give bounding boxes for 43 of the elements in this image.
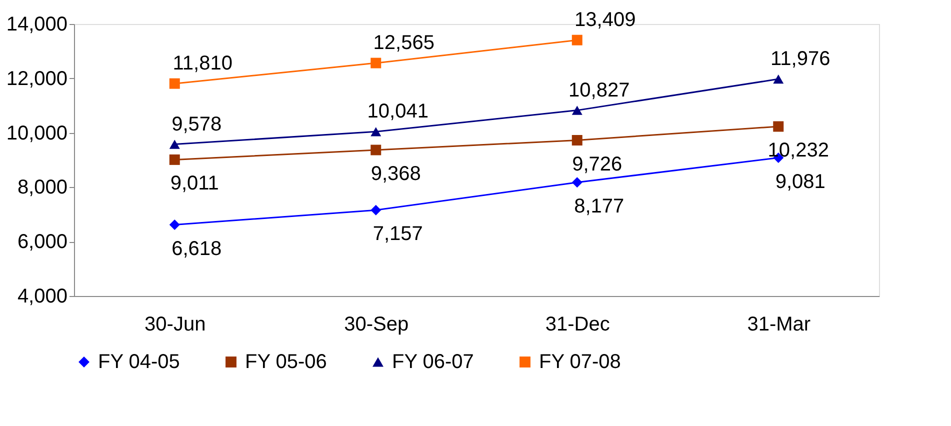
data-label: 9,726	[572, 153, 622, 176]
point	[572, 135, 582, 146]
data-label: 11,810	[172, 52, 232, 75]
data-label: 12,565	[373, 32, 434, 54]
legend-label: FY 06-07	[392, 351, 474, 373]
data-label: 10,232	[768, 139, 829, 162]
x-tick-label: 30-Jun	[144, 314, 206, 336]
data-label: 11,976	[770, 48, 830, 70]
point	[169, 220, 180, 230]
y-tick-label: 4,000	[17, 286, 68, 308]
y-tick-label: 12,000	[6, 68, 68, 90]
y-tick-label: 8,000	[17, 176, 68, 199]
point	[169, 140, 180, 149]
y-tick-label: 10,000	[6, 122, 68, 144]
data-label: 9,011	[170, 172, 219, 195]
data-label: 9,368	[370, 162, 421, 185]
x-tick-label: 31-Dec	[545, 314, 610, 336]
point	[370, 204, 382, 216]
point	[370, 58, 382, 68]
y-tick-label: 6,000	[17, 231, 68, 254]
point	[370, 127, 382, 136]
point	[572, 177, 582, 188]
data-label: 8,177	[574, 195, 624, 218]
data-label: 10,041	[367, 100, 428, 123]
legend-label: FY 04-05	[98, 351, 180, 373]
legend-label: FY 05-06	[245, 351, 327, 373]
point	[370, 144, 382, 156]
legend-label: FY 07-08	[539, 351, 621, 373]
data-label: 10,827	[568, 79, 630, 102]
data-label: 6,618	[172, 238, 222, 260]
data-label: 13,409	[574, 9, 636, 32]
point	[169, 154, 180, 165]
point	[169, 78, 180, 89]
data-label: 9,081	[775, 170, 826, 193]
y-tick-label: 14,000	[6, 14, 68, 36]
point	[773, 74, 784, 84]
data-label: 9,578	[172, 113, 222, 136]
point	[572, 106, 582, 115]
point	[773, 121, 784, 132]
data-label: 7,157	[372, 223, 423, 246]
x-tick-label: 30-Sep	[344, 314, 409, 336]
x-tick-label: 31-Mar	[747, 314, 811, 336]
point	[572, 34, 582, 46]
